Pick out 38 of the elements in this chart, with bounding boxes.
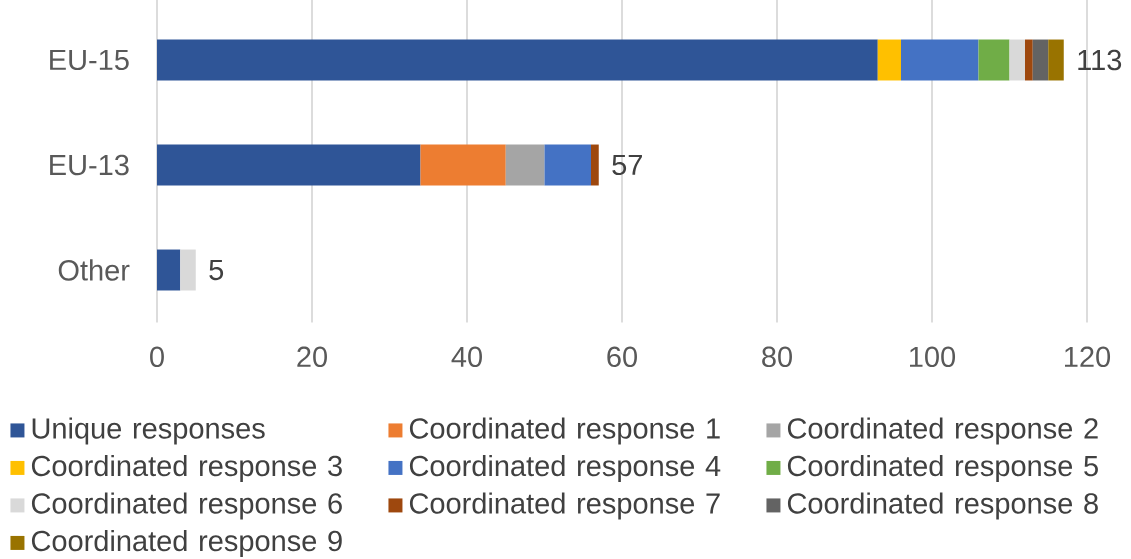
x-tick-label: 40 <box>451 346 482 368</box>
bar <box>157 39 878 81</box>
bar <box>901 39 979 81</box>
legend-label: Unique responses <box>32 417 265 445</box>
legend-label: Coordinated response 9 <box>31 529 342 557</box>
y-tick-label: Other <box>58 259 130 281</box>
bar <box>157 144 421 186</box>
legend-label: Coordinated response 2 <box>787 417 1098 445</box>
x-tick-label: 20 <box>297 346 327 368</box>
bar <box>1048 39 1064 81</box>
x-tick-label: 0 <box>150 346 164 368</box>
legend-label: Coordinated response 5 <box>787 454 1098 482</box>
x-tick-label: 120 <box>1065 346 1111 368</box>
bar <box>1009 39 1025 81</box>
y-tick-label: EU-13 <box>50 154 129 176</box>
legend-label: Coordinated response 6 <box>31 492 342 520</box>
bar <box>978 39 1010 81</box>
bar <box>420 144 506 186</box>
bar <box>591 144 599 186</box>
legend-label: Coordinated response 1 <box>409 417 720 445</box>
legend-label: Coordinated response 3 <box>31 454 342 482</box>
x-tick-label: 100 <box>910 346 956 368</box>
x-tick-label: 60 <box>607 346 637 368</box>
total-label: 5 <box>209 259 224 281</box>
bar <box>157 249 181 291</box>
bar <box>505 144 545 186</box>
legend-label: Coordinated response 8 <box>787 492 1098 520</box>
bar <box>180 249 196 291</box>
bar <box>877 39 901 81</box>
bar <box>1032 39 1049 81</box>
legend-label: Coordinated response 7 <box>409 492 720 520</box>
y-tick-label: EU-15 <box>50 49 129 71</box>
total-label: 113 <box>1078 49 1122 71</box>
total-label: 57 <box>612 154 642 176</box>
x-tick-label: 80 <box>762 346 792 368</box>
legend-label: Coordinated response 4 <box>409 454 721 482</box>
bar <box>544 144 591 186</box>
bar <box>1025 39 1033 81</box>
